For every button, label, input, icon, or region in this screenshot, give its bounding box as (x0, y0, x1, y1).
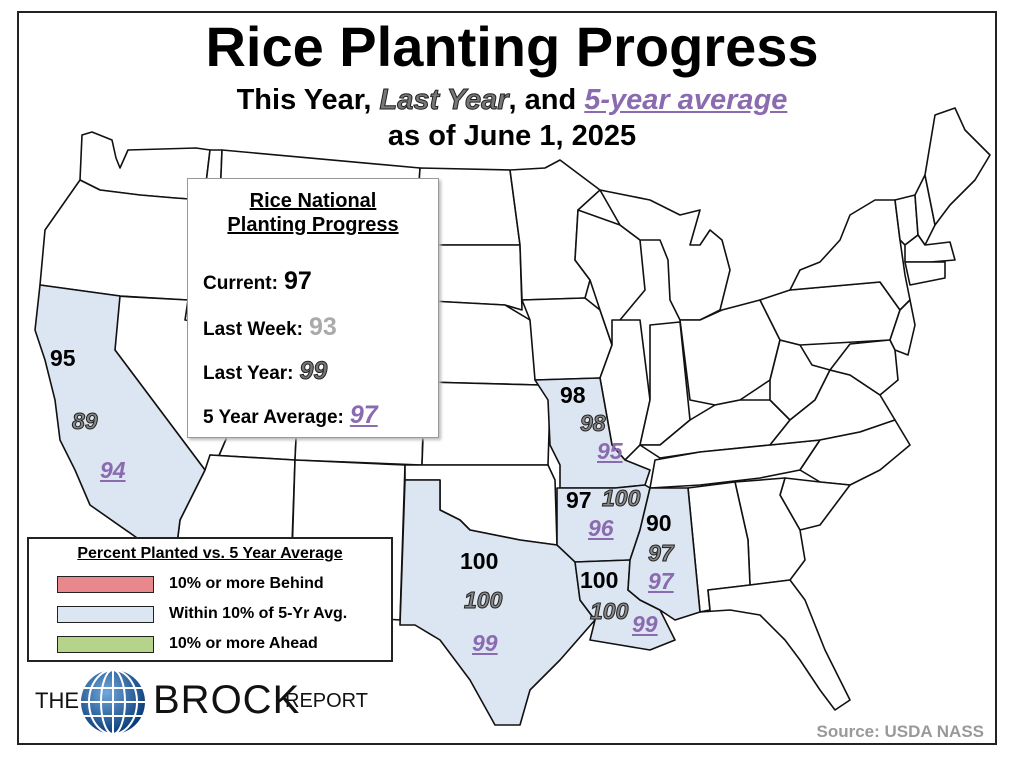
logo-report: REPORT (285, 690, 368, 712)
national-box-title: Rice National Planting Progress (188, 189, 438, 237)
logo-brock: BROCK (153, 678, 301, 722)
legend-title: Percent Planted vs. 5 Year Average (77, 545, 343, 562)
state-new-jersey (889, 299, 916, 356)
legend-swatch-ahead (57, 636, 154, 653)
national-five-year-value: 97 (349, 401, 378, 429)
state-massachusetts (904, 234, 956, 263)
state-maine (924, 107, 991, 226)
source-note: Source: USDA NASS (816, 722, 984, 741)
legend-swatch-behind (57, 576, 154, 593)
tx-avg: 99 (472, 630, 498, 656)
legend-swatch-within (57, 606, 154, 623)
subtitle-last-year: Last Year (379, 84, 509, 117)
state-virginia (769, 369, 896, 446)
ca-current: 95 (50, 345, 76, 371)
legend-label-within: Within 10% of 5-Yr Avg. (169, 605, 348, 622)
ar-current: 97 (566, 487, 592, 513)
mo-current: 98 (560, 382, 586, 408)
tx-current: 100 (460, 548, 499, 574)
ca-avg: 94 (100, 457, 126, 483)
subtitle-five-year: 5-year average (584, 84, 788, 116)
la-last-year: 100 (589, 598, 629, 625)
subtitle-and: , and (508, 84, 577, 116)
national-title-line1: Rice National (249, 190, 377, 212)
national-current-label: Current: (203, 273, 278, 294)
national-row-five-year: 5 Year Average: 97 (203, 401, 378, 430)
ms-last-year: 97 (648, 540, 675, 567)
legend-label-behind: 10% or more Behind (169, 575, 324, 592)
tx-last-year: 100 (463, 587, 503, 614)
la-avg: 99 (632, 611, 658, 637)
as-of-date: as of June 1, 2025 (387, 120, 637, 152)
la-current: 100 (580, 567, 619, 593)
national-current-value: 97 (283, 267, 312, 295)
national-last-week-value: 93 (308, 313, 337, 341)
state-iowa (521, 297, 613, 381)
national-last-year-value: 99 (299, 357, 328, 386)
national-last-year-label: Last Year: (203, 363, 294, 384)
state-oregon (39, 179, 205, 301)
subtitle-this-year: This Year, (236, 84, 372, 116)
state-new-hampshire (914, 174, 936, 246)
map-legend: Percent Planted vs. 5 Year Average 10% o… (27, 537, 393, 662)
national-five-year-label: 5 Year Average: (203, 407, 344, 428)
state-maryland (829, 339, 899, 396)
state-mississippi (627, 487, 701, 621)
legend-label-ahead: 10% or more Ahead (169, 635, 318, 652)
national-progress-box: Rice National Planting Progress Current: 9… (187, 178, 439, 438)
national-row-last-year: Last Year: 99 (203, 357, 328, 386)
ms-avg: 97 (648, 568, 674, 594)
ar-last-year: 100 (601, 485, 641, 512)
state-florida (699, 579, 851, 711)
page-subtitle: This Year, Last Year, and 5-year average (0, 84, 1024, 117)
mo-last-year: 98 (580, 410, 607, 437)
state-kansas (421, 381, 551, 466)
national-row-last-week: Last Week: 93 (203, 313, 337, 342)
ca-last-year: 89 (72, 408, 99, 435)
state-connecticut (904, 261, 946, 286)
state-michigan (599, 189, 731, 321)
national-title-line2: Planting Progress (227, 214, 399, 236)
national-row-current: Current: 97 (203, 267, 312, 296)
mo-avg: 95 (597, 438, 623, 464)
national-last-week-label: Last Week: (203, 319, 303, 340)
state-pennsylvania (759, 281, 901, 346)
brock-report-logo: THE BROCK REPORT (35, 668, 375, 738)
ms-current: 90 (646, 510, 672, 536)
ar-avg: 96 (588, 515, 614, 541)
map-frame (17, 11, 997, 745)
page-title: Rice Planting Progress (205, 15, 819, 78)
logo-the: THE (35, 688, 79, 713)
state-north-carolina (799, 419, 911, 486)
globe-icon (81, 669, 145, 735)
